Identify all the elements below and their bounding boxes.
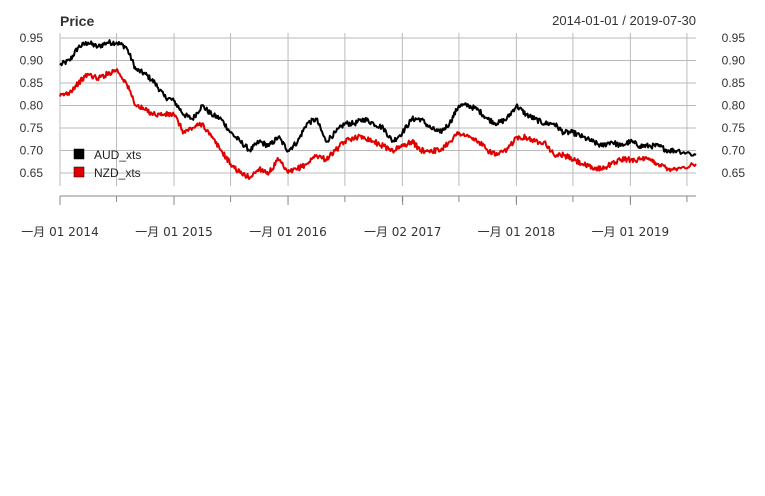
y-axis-left: 0.65 0.70 0.75 0.80 0.85 0.90 0.95 <box>20 31 44 180</box>
x-tick-label: 一月 01 2014 <box>21 225 98 239</box>
x-tick-label: 一月 01 2019 <box>592 225 669 239</box>
y-axis-right: 0.65 0.70 0.75 0.80 0.85 0.90 0.95 <box>722 31 746 180</box>
y-tick-label-right: 0.65 <box>722 166 746 180</box>
x-tick-label: 一月 01 2018 <box>478 225 555 239</box>
legend-label: AUD_xts <box>94 148 141 162</box>
series-line-nzd-xts <box>59 68 697 180</box>
legend-swatch <box>73 148 85 160</box>
y-tick-label-left: 0.65 <box>20 166 44 180</box>
legend-swatch <box>73 166 85 178</box>
chart-title: Price <box>60 13 94 29</box>
y-tick-label-left: 0.70 <box>20 144 44 158</box>
grid-lines <box>59 33 696 186</box>
series-lines <box>59 39 697 180</box>
y-tick-label-right: 0.70 <box>722 144 746 158</box>
x-axis: 一月 01 2014 一月 01 2015 一月 01 2016 一月 02 2017… <box>21 195 696 239</box>
y-tick-label-right: 0.80 <box>722 99 746 113</box>
x-tick-label: 一月 01 2016 <box>249 225 326 239</box>
legend-label: NZD_xts <box>94 166 141 180</box>
y-tick-label-left: 0.95 <box>20 31 44 45</box>
y-tick-label-left: 0.85 <box>20 76 44 90</box>
y-tick-label-right: 0.85 <box>722 76 746 90</box>
y-tick-label-left: 0.75 <box>20 121 44 135</box>
y-tick-label-left: 0.90 <box>20 54 44 68</box>
y-tick-label-left: 0.80 <box>20 99 44 113</box>
x-tick-label: 一月 01 2015 <box>135 225 212 239</box>
y-tick-label-right: 0.95 <box>722 31 746 45</box>
date-range-label: 2014-01-01 / 2019-07-30 <box>552 13 696 28</box>
series-line-aud-xts <box>59 39 697 157</box>
y-tick-label-right: 0.90 <box>722 54 746 68</box>
y-tick-label-right: 0.75 <box>722 121 746 135</box>
legend: AUD_xts NZD_xts <box>73 148 141 180</box>
x-tick-label: 一月 02 2017 <box>364 225 441 239</box>
